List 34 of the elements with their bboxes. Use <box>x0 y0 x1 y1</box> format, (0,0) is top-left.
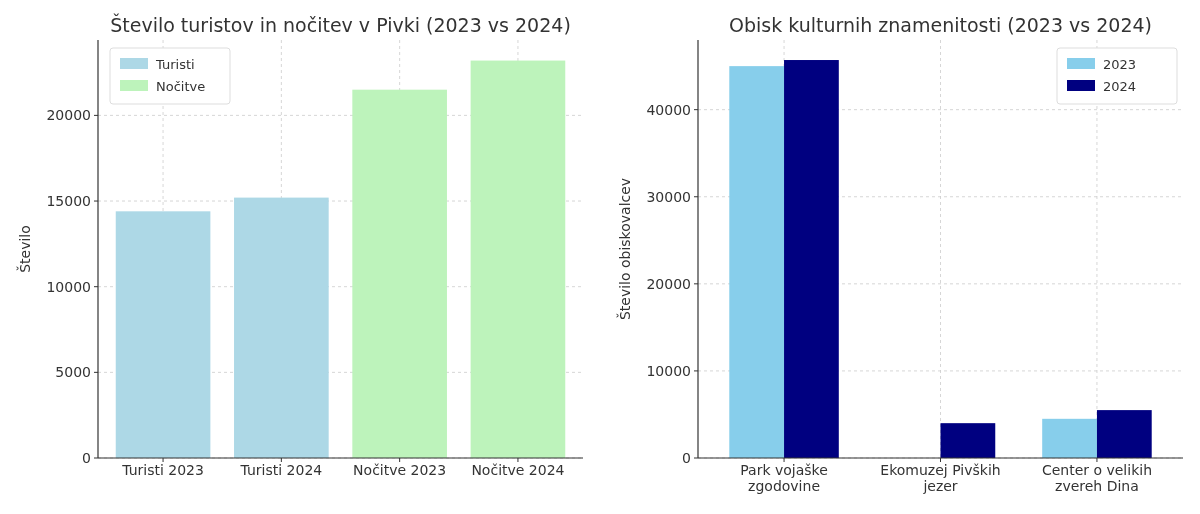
chart-title: Število turistov in nočitev v Pivki (2023 vs 2024) <box>110 13 571 36</box>
x-tick-label: Nočitve 2023 <box>353 462 447 478</box>
x-tick-label: Nočitve 2024 <box>471 462 565 478</box>
bar <box>352 89 447 458</box>
y-tick-label: 30000 <box>646 188 691 205</box>
y-axis-title: Število obiskovalcev <box>616 177 633 321</box>
y-tick-label: 15000 <box>46 192 91 209</box>
y-tick-label: 20000 <box>646 275 691 292</box>
y-tick-label: 0 <box>682 449 691 466</box>
y-tick-label: 20000 <box>46 107 91 124</box>
x-tick-label: Center o velikih zvereh Dina <box>1041 462 1153 494</box>
y-tick-label: 5000 <box>55 364 91 381</box>
y-tick-label: 0 <box>82 449 91 466</box>
x-tick-label: Turisti 2024 <box>239 462 323 478</box>
y-axis-title: Število <box>16 225 33 273</box>
bar <box>1096 410 1152 458</box>
bar <box>940 423 996 458</box>
bar <box>234 197 329 458</box>
legend-label: 2023 <box>1103 56 1137 72</box>
y-tick-label: 10000 <box>646 362 691 379</box>
chart-title: Obisk kulturnih znamenitosti (2023 vs 2024) <box>728 14 1153 36</box>
bar <box>115 211 211 458</box>
legend-label: Nočitve <box>156 78 206 94</box>
legend-label: Turisti <box>155 56 195 72</box>
bar <box>729 66 785 458</box>
x-tick-label: Turisti 2023 <box>121 462 204 478</box>
x-tick-label: Ekomuzej Pivških jezer <box>880 462 1001 494</box>
y-tick-label: 10000 <box>46 278 91 295</box>
y-tick-label: 40000 <box>646 101 691 118</box>
bar <box>470 60 566 458</box>
bar <box>784 60 839 458</box>
legend-label: 2024 <box>1103 78 1137 94</box>
bar <box>1042 418 1097 458</box>
x-tick-label: Park vojaške zgodovine <box>740 462 828 494</box>
